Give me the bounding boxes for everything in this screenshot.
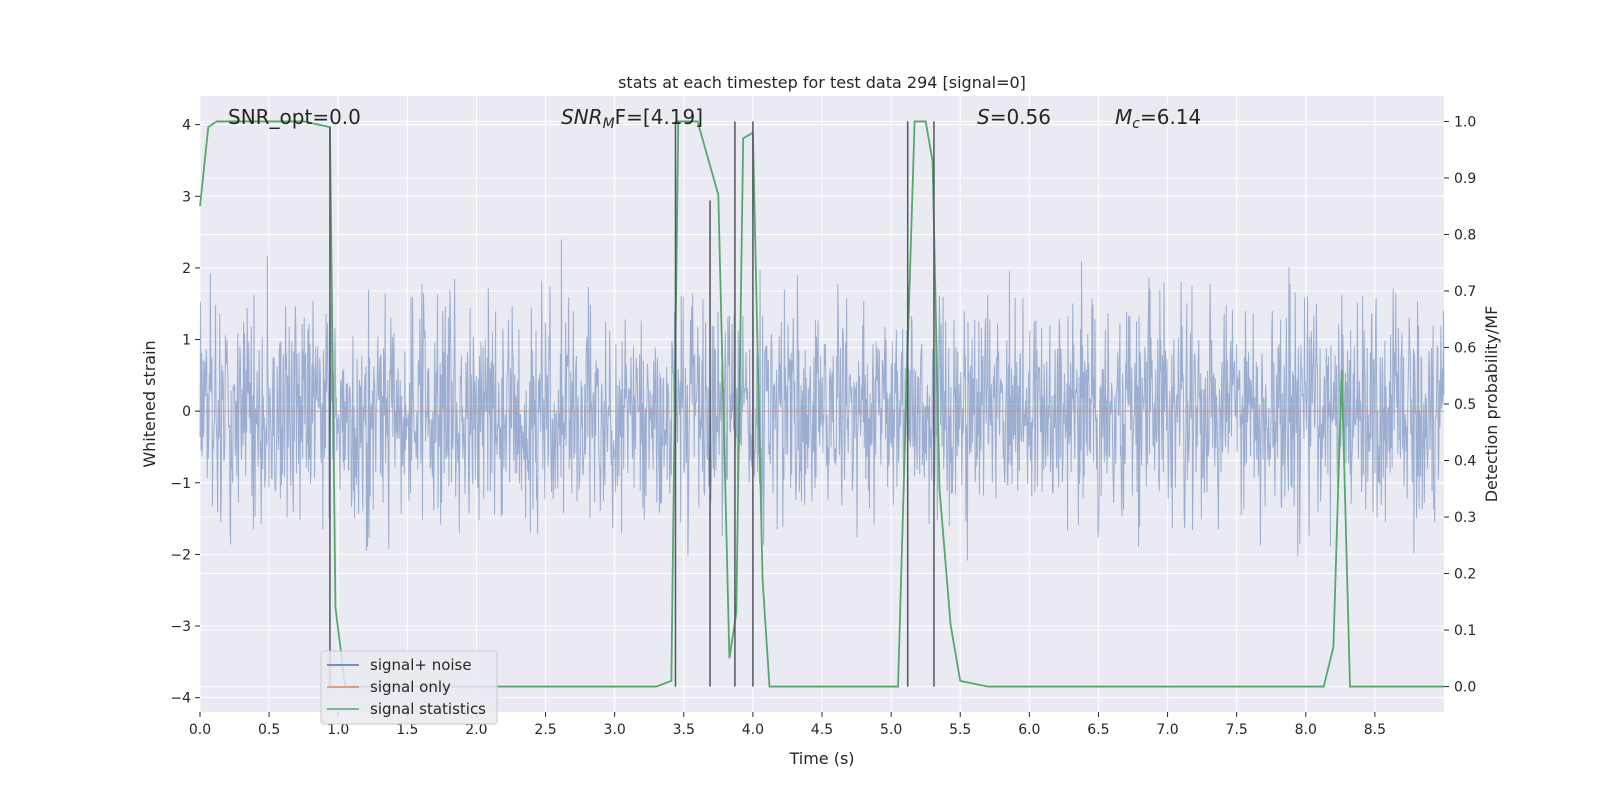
annotation-snr-mf-rest: F=[4.19] [615,105,703,129]
x-tick-label: 2.5 [534,722,556,738]
series-signal-statistics-line [199,120,1444,688]
right-y-tick-label: 0.3 [1454,510,1476,526]
right-y-tick-label: 0.2 [1454,567,1476,583]
y-tick-label: −1 [170,476,191,492]
x-axis-label: Time (s) [788,749,854,768]
y-tick-label: −3 [170,619,191,635]
annotation-mc-sub: c [1132,116,1140,132]
right-y-axis-ticks: 1.0 0.9 0.8 0.7 0.6 0.5 0.4 0.3 0.2 0.1 0.0 [1444,114,1476,696]
legend-box [320,650,498,725]
y-tick-label: 1 [182,333,191,349]
right-y-tick-label: 1.0 [1454,114,1476,130]
annotation-s: S=0.56 [977,105,1051,129]
legend: signal+ noise signal only signal statist… [320,650,498,725]
x-tick-label: 6.5 [1087,722,1109,738]
right-y-tick-label: 0.5 [1454,397,1476,413]
annotation-mc-main: M [1115,105,1132,129]
x-tick-label: 0.5 [258,722,280,738]
x-tick-label: 8.5 [1364,722,1386,738]
y-tick-label: 0 [182,404,191,420]
x-tick-label: 1.0 [327,722,349,738]
annotation-snr-mf-sub: M [603,116,615,132]
annotation-snr-opt: SNR_opt=0.0 [228,105,361,129]
x-tick-label: 2.0 [465,722,487,738]
annotation-snr-mf: SNRMF=[4.19] [561,105,703,132]
y-axis-label: Whitened strain [140,340,159,467]
right-y-tick-label: 0.1 [1454,623,1476,639]
x-tick-label: 5.5 [949,722,971,738]
annotation-mc-rest: =6.14 [1140,105,1201,129]
y-tick-label: 2 [182,261,191,277]
x-tick-label: 7.5 [1226,722,1248,738]
right-y-tick-label: 0.6 [1454,340,1476,356]
x-tick-label: 1.5 [396,722,418,738]
y-tick-label: 3 [182,189,191,205]
annotation-s-main: S [977,105,990,129]
signal-plus-noise-trace [199,239,1445,561]
legend-label-signal-only: signal only [370,678,451,696]
x-tick-label: 5.0 [880,722,902,738]
right-y-tick-label: 0.9 [1454,171,1476,187]
x-tick-label: 8.0 [1295,722,1317,738]
signal-statistics-trace [199,120,1444,688]
x-tick-label: 6.0 [1018,722,1040,738]
x-axis-ticks: 0.0 0.5 1.0 1.5 2.0 2.5 3.0 3.5 4.0 4.5 5.0 5.5 6.0 6… [189,712,1386,738]
y-tick-label: −4 [170,691,191,707]
right-y-tick-label: 0.7 [1454,284,1476,300]
left-y-axis-ticks: 4 3 2 1 0 −1 −2 −3 −4 [170,118,200,707]
right-y-tick-label: 0.0 [1454,680,1476,696]
x-tick-label: 0.0 [189,722,211,738]
x-tick-label: 4.0 [742,722,764,738]
y-tick-label: −2 [170,547,191,563]
legend-label-signal-statistics: signal statistics [370,700,486,718]
x-tick-label: 4.5 [811,722,833,738]
series-signal-noise-line [199,239,1445,561]
x-tick-label: 3.5 [673,722,695,738]
x-tick-label: 3.0 [604,722,626,738]
annotation-snr-mf-main: SNR [561,105,603,129]
annotation-s-rest: =0.56 [990,105,1051,129]
right-y-axis-label: Detection probability/MF [1482,306,1501,503]
right-y-tick-label: 0.8 [1454,227,1476,243]
annotation-mc: Mc=6.14 [1115,105,1201,132]
y-tick-label: 4 [182,118,191,134]
detection-markers [329,121,935,687]
x-tick-label: 7.0 [1156,722,1178,738]
chart-title: stats at each timestep for test data 294… [618,73,1026,92]
legend-label-signal-noise: signal+ noise [370,656,472,674]
right-y-tick-label: 0.4 [1454,454,1476,470]
